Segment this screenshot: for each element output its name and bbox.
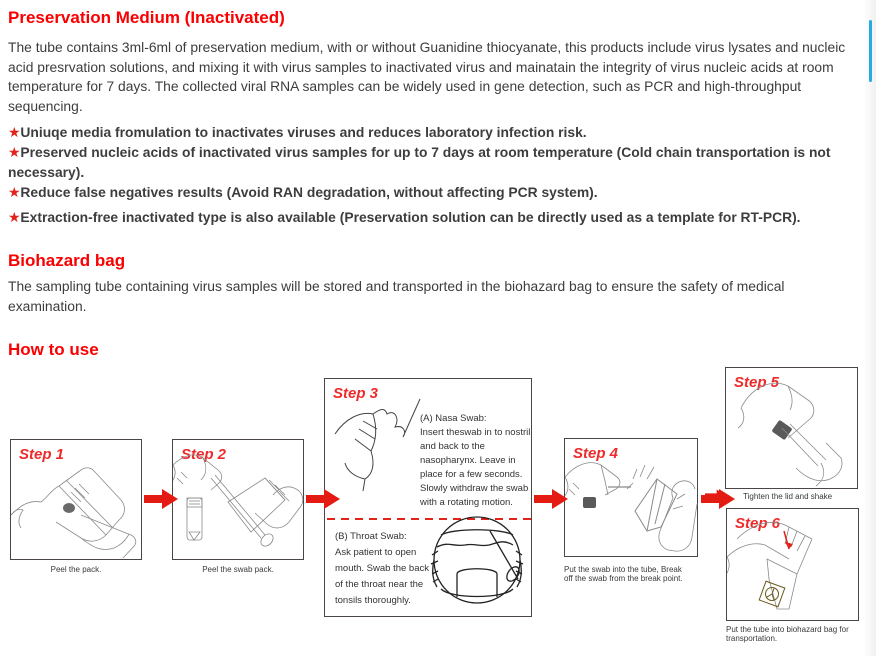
svg-text:with a rotating motion.: with a rotating motion.: [419, 497, 513, 508]
svg-text:Insert theswab in to nostril: Insert theswab in to nostril: [420, 427, 530, 438]
svg-text:Slowly withdraw the swab: Slowly withdraw the swab: [420, 483, 528, 494]
svg-text:place for a few seconds.: place for a few seconds.: [420, 469, 522, 480]
svg-text:mouth. Swab the back: mouth. Swab the back: [335, 563, 429, 574]
svg-text:and back to the: and back to the: [420, 441, 485, 452]
svg-text:(A) Nasa Swab:: (A) Nasa Swab:: [420, 413, 487, 424]
svg-text:of the throat near the: of the throat near the: [335, 579, 423, 590]
svg-text:Ask patient to open: Ask patient to open: [335, 547, 416, 558]
svg-text:nasopharynx. Leave in: nasopharynx. Leave in: [420, 455, 516, 466]
svg-text:(B) Throat Swab:: (B) Throat Swab:: [335, 531, 407, 542]
svg-text:tonsils thoroughly.: tonsils thoroughly.: [335, 595, 411, 606]
